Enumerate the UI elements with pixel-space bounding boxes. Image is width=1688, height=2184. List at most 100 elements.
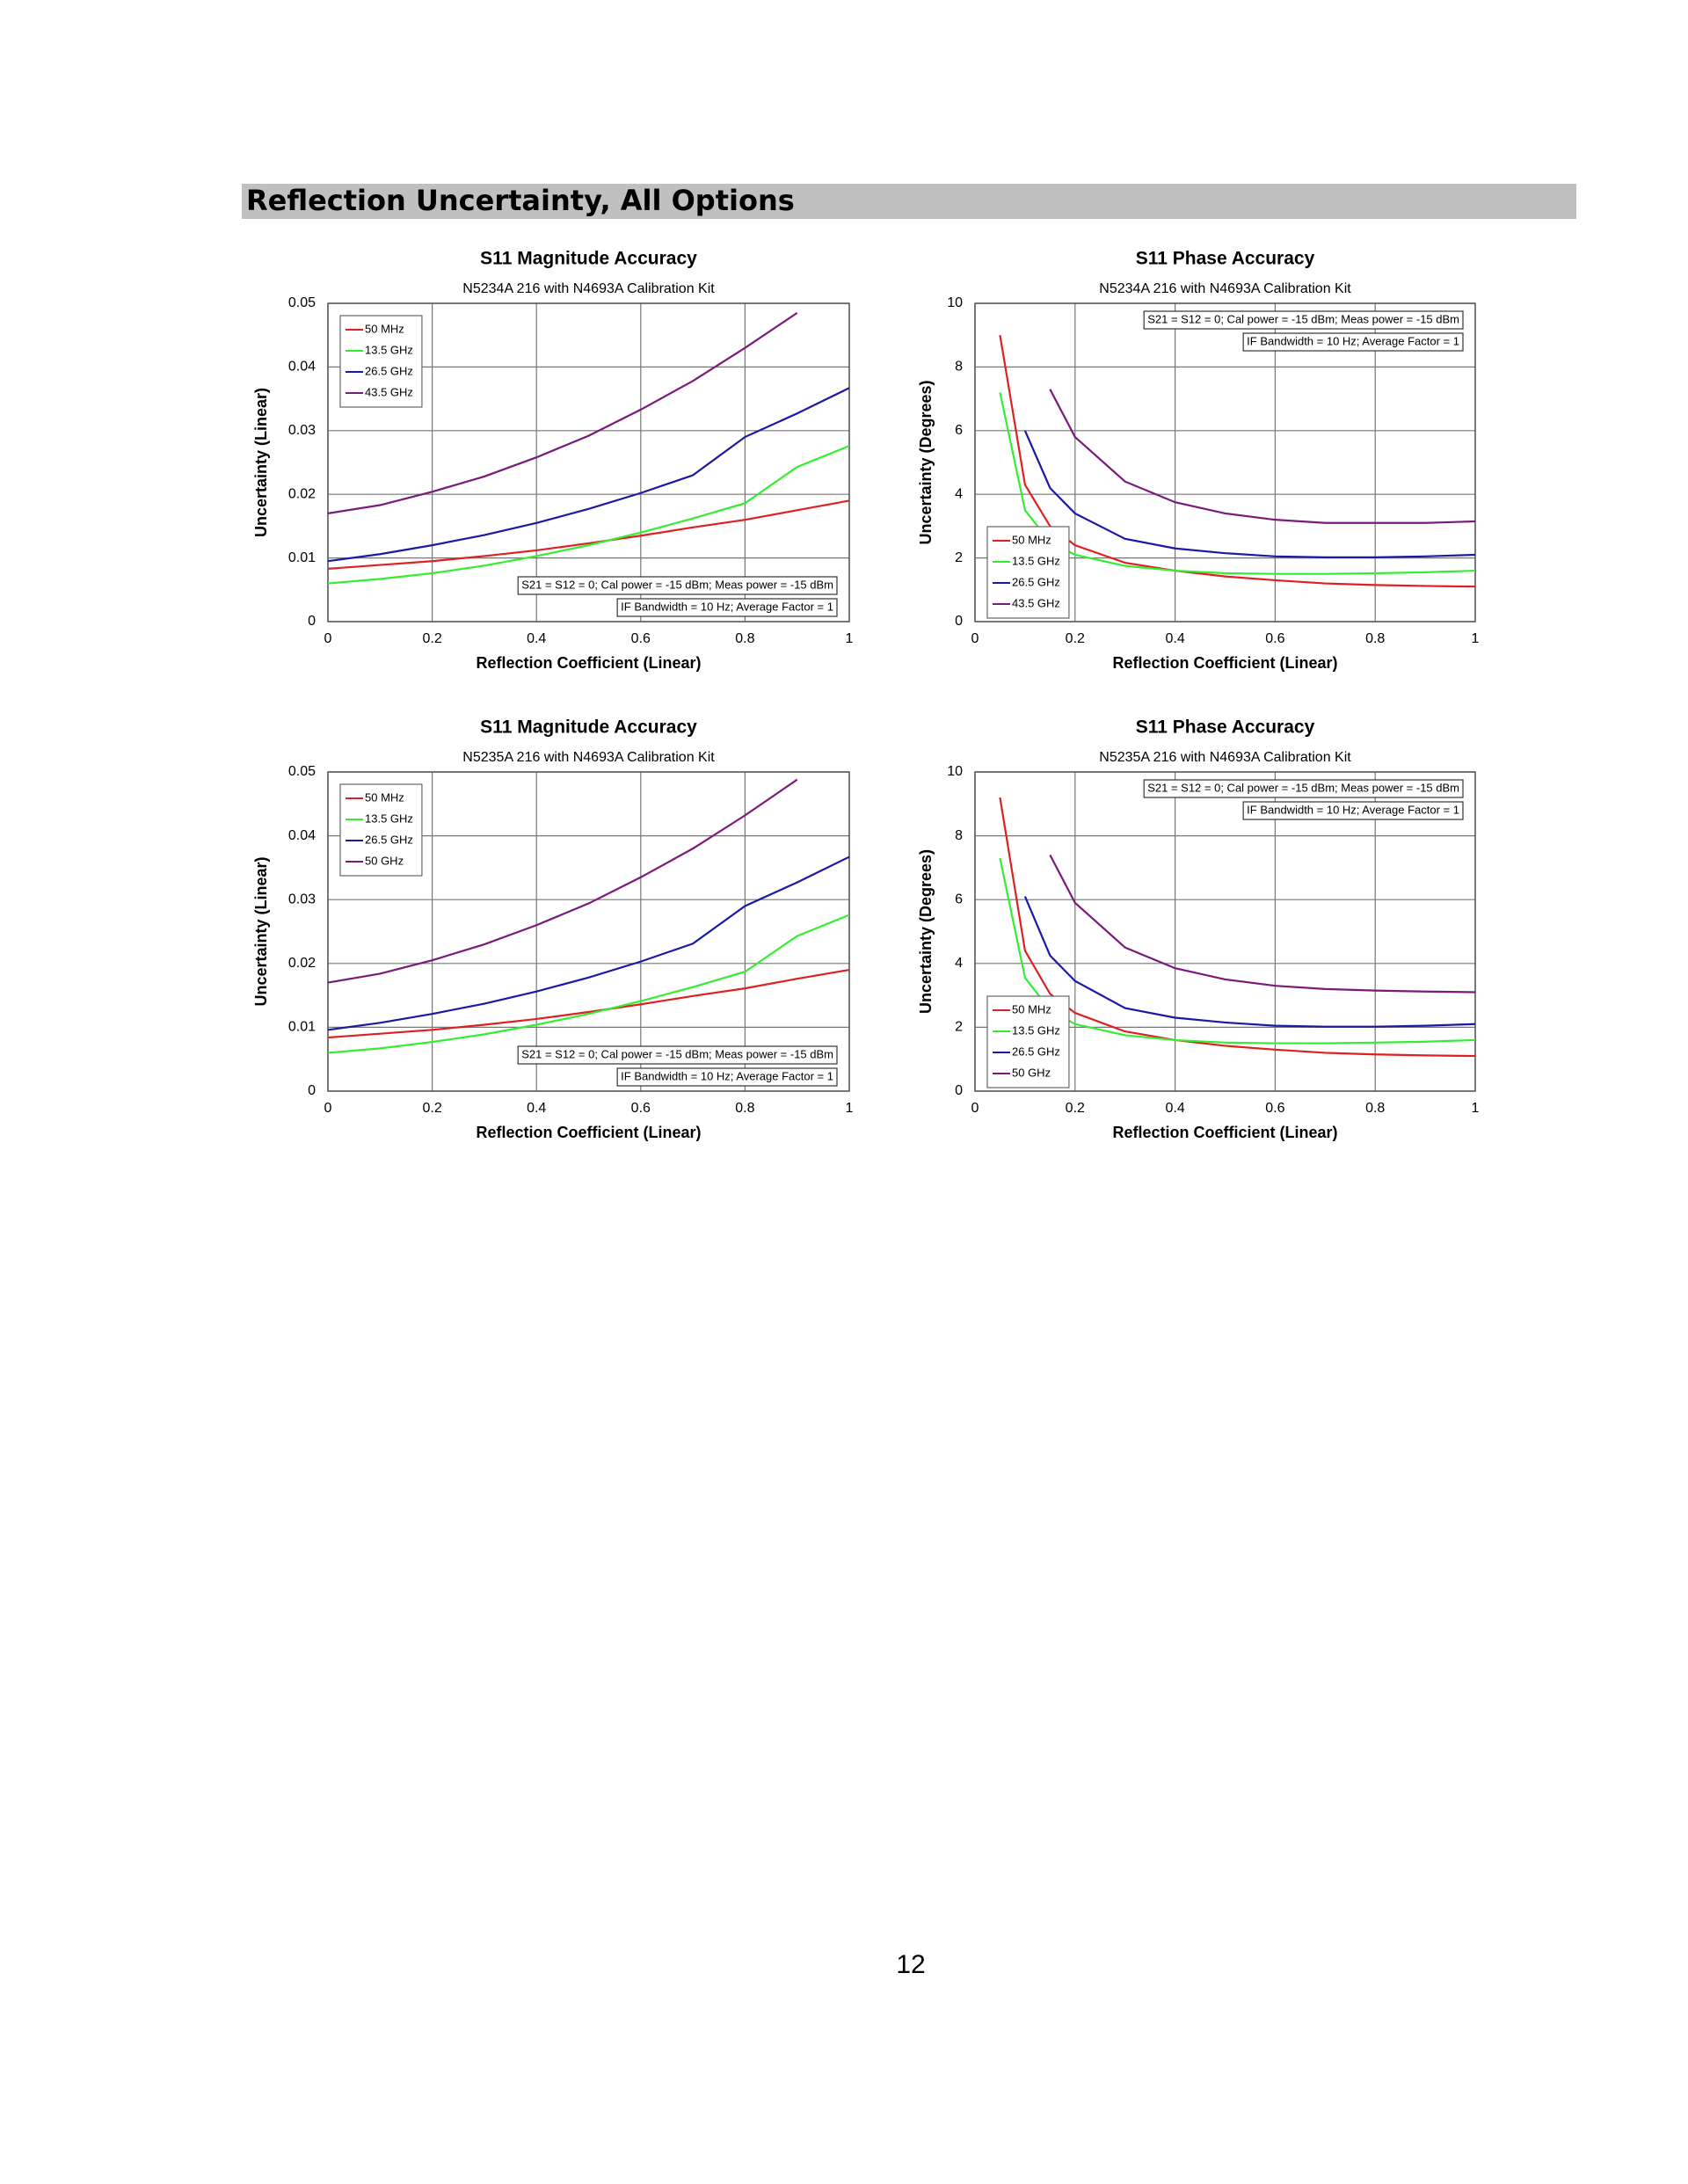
annotation: IF Bandwidth = 10 Hz; Average Factor = 1 — [616, 1067, 838, 1087]
series-line — [328, 445, 849, 585]
series-line — [1049, 389, 1475, 524]
series-line — [328, 387, 849, 563]
annotation: S21 = S12 = 0; Cal power = -15 dBm; Meas… — [1143, 310, 1464, 330]
x-tick-label: 0.6 — [631, 631, 651, 646]
series-line — [999, 857, 1475, 1045]
y-tick-label: 0.03 — [288, 423, 316, 438]
series-line — [1023, 430, 1475, 558]
annotation: S21 = S12 = 0; Cal power = -15 dBm; Meas… — [517, 1045, 838, 1065]
x-tick-label: 0.8 — [1365, 1101, 1385, 1116]
legend: 50 MHz 13.5 GHz 26.5 GHz 43.5 GHz — [986, 526, 1070, 619]
chart-title: S11 Magnitude Accuracy — [480, 249, 697, 269]
plot-frame — [327, 771, 850, 1092]
y-tick-label: 0.02 — [288, 956, 316, 971]
legend-label: 50 GHz — [1012, 1066, 1051, 1079]
x-tick-label: 0.2 — [1066, 631, 1085, 646]
legend-box — [339, 315, 423, 408]
series-line — [1023, 896, 1475, 1028]
legend-box — [339, 783, 423, 877]
plot-frame — [974, 302, 1476, 622]
chart-title: S11 Phase Accuracy — [1136, 249, 1315, 269]
plot-area — [328, 311, 849, 585]
annotation-box — [517, 576, 838, 595]
y-tick-label: 2 — [955, 550, 963, 565]
legend-label: 26.5 GHz — [365, 364, 413, 377]
annotation-text: S21 = S12 = 0; Cal power = -15 dBm; Meas… — [1147, 312, 1459, 325]
annotation: IF Bandwidth = 10 Hz; Average Factor = 1 — [1242, 332, 1464, 352]
annotation-box — [1143, 779, 1464, 798]
series-line — [328, 968, 849, 1039]
legend-label: 43.5 GHz — [1012, 596, 1060, 609]
annotation-text: IF Bandwidth = 10 Hz; Average Factor = 1 — [1247, 803, 1459, 816]
x-tick-label: 0.4 — [1165, 631, 1184, 646]
x-tick-label: 0.2 — [1066, 1101, 1085, 1116]
plot-frame — [327, 302, 850, 622]
legend-box — [986, 995, 1070, 1088]
series-line — [999, 335, 1475, 588]
x-tick-label: 1 — [1472, 1101, 1480, 1116]
series-line — [1049, 854, 1475, 994]
plot-frame — [974, 771, 1476, 1092]
y-tick-label: 4 — [955, 956, 963, 971]
y-tick-label: 8 — [955, 360, 963, 375]
annotation: S21 = S12 = 0; Cal power = -15 dBm; Meas… — [1143, 779, 1464, 798]
annotation-box — [1242, 801, 1464, 820]
chart-subtitle: N5235A 216 with N4693A Calibration Kit — [1099, 750, 1351, 765]
x-tick-label: 0.4 — [527, 631, 546, 646]
y-axis-label: Uncertainty (Linear) — [252, 856, 270, 1006]
legend-label: 26.5 GHz — [1012, 575, 1060, 588]
annotation-text: IF Bandwidth = 10 Hz; Average Factor = 1 — [1247, 334, 1459, 347]
y-tick-label: 0.04 — [288, 360, 316, 375]
legend: 50 MHz 13.5 GHz 26.5 GHz 43.5 GHz — [339, 315, 423, 408]
x-tick-label: 1 — [846, 1101, 854, 1116]
annotation-text: S21 = S12 = 0; Cal power = -15 dBm; Meas… — [521, 1047, 833, 1060]
plot-area — [328, 778, 849, 1054]
y-tick-label: 0.05 — [288, 295, 316, 310]
y-tick-label: 0.05 — [288, 764, 316, 779]
x-tick-label: 0.4 — [1165, 1101, 1184, 1116]
legend-label: 13.5 GHz — [1012, 1023, 1060, 1037]
x-axis-label: Reflection Coefficient (Linear) — [1112, 654, 1337, 672]
annotation: IF Bandwidth = 10 Hz; Average Factor = 1 — [1242, 801, 1464, 820]
series-line — [328, 778, 798, 984]
annotation-text: S21 = S12 = 0; Cal power = -15 dBm; Meas… — [1147, 781, 1459, 794]
y-axis-label: Uncertainty (Linear) — [252, 388, 270, 537]
y-tick-label: 0.04 — [288, 828, 316, 843]
x-tick-label: 0.6 — [1265, 1101, 1284, 1116]
y-tick-label: 0 — [955, 1083, 963, 1098]
chart-subtitle: N5234A 216 with N4693A Calibration Kit — [1099, 281, 1351, 296]
series-line — [328, 311, 798, 515]
annotation-box — [616, 598, 838, 617]
legend: 50 MHz 13.5 GHz 26.5 GHz 50 GHz — [339, 783, 423, 877]
x-tick-label: 0 — [971, 631, 979, 646]
legend-label: 50 MHz — [365, 322, 404, 335]
legend-label: 43.5 GHz — [365, 385, 413, 398]
x-tick-label: 1 — [846, 631, 854, 646]
legend-label: 50 MHz — [365, 790, 404, 804]
legend-box — [986, 526, 1070, 619]
annotation-box — [1242, 332, 1464, 352]
x-tick-label: 0 — [971, 1101, 979, 1116]
series-line — [328, 499, 849, 571]
x-axis-label: Reflection Coefficient (Linear) — [476, 654, 701, 672]
chart-title: S11 Phase Accuracy — [1136, 717, 1315, 738]
y-tick-label: 0.03 — [288, 892, 316, 906]
series-line — [999, 392, 1475, 575]
legend-label: 13.5 GHz — [365, 343, 413, 356]
x-tick-label: 1 — [1472, 631, 1480, 646]
y-tick-label: 0 — [308, 1083, 316, 1098]
y-tick-label: 6 — [955, 423, 963, 438]
legend-label: 50 MHz — [1012, 1002, 1051, 1016]
x-axis-label: Reflection Coefficient (Linear) — [476, 1124, 701, 1141]
y-axis-label: Uncertainty (Degrees) — [917, 380, 935, 544]
annotation-box — [616, 1067, 838, 1087]
series-line — [328, 914, 849, 1054]
annotation-box — [517, 1045, 838, 1065]
page-number: 12 — [896, 1950, 925, 1979]
y-tick-label: 4 — [955, 486, 963, 501]
legend-label: 50 GHz — [365, 854, 404, 867]
x-tick-label: 0.6 — [631, 1101, 651, 1116]
y-tick-label: 8 — [955, 828, 963, 843]
x-tick-label: 0.8 — [735, 1101, 754, 1116]
